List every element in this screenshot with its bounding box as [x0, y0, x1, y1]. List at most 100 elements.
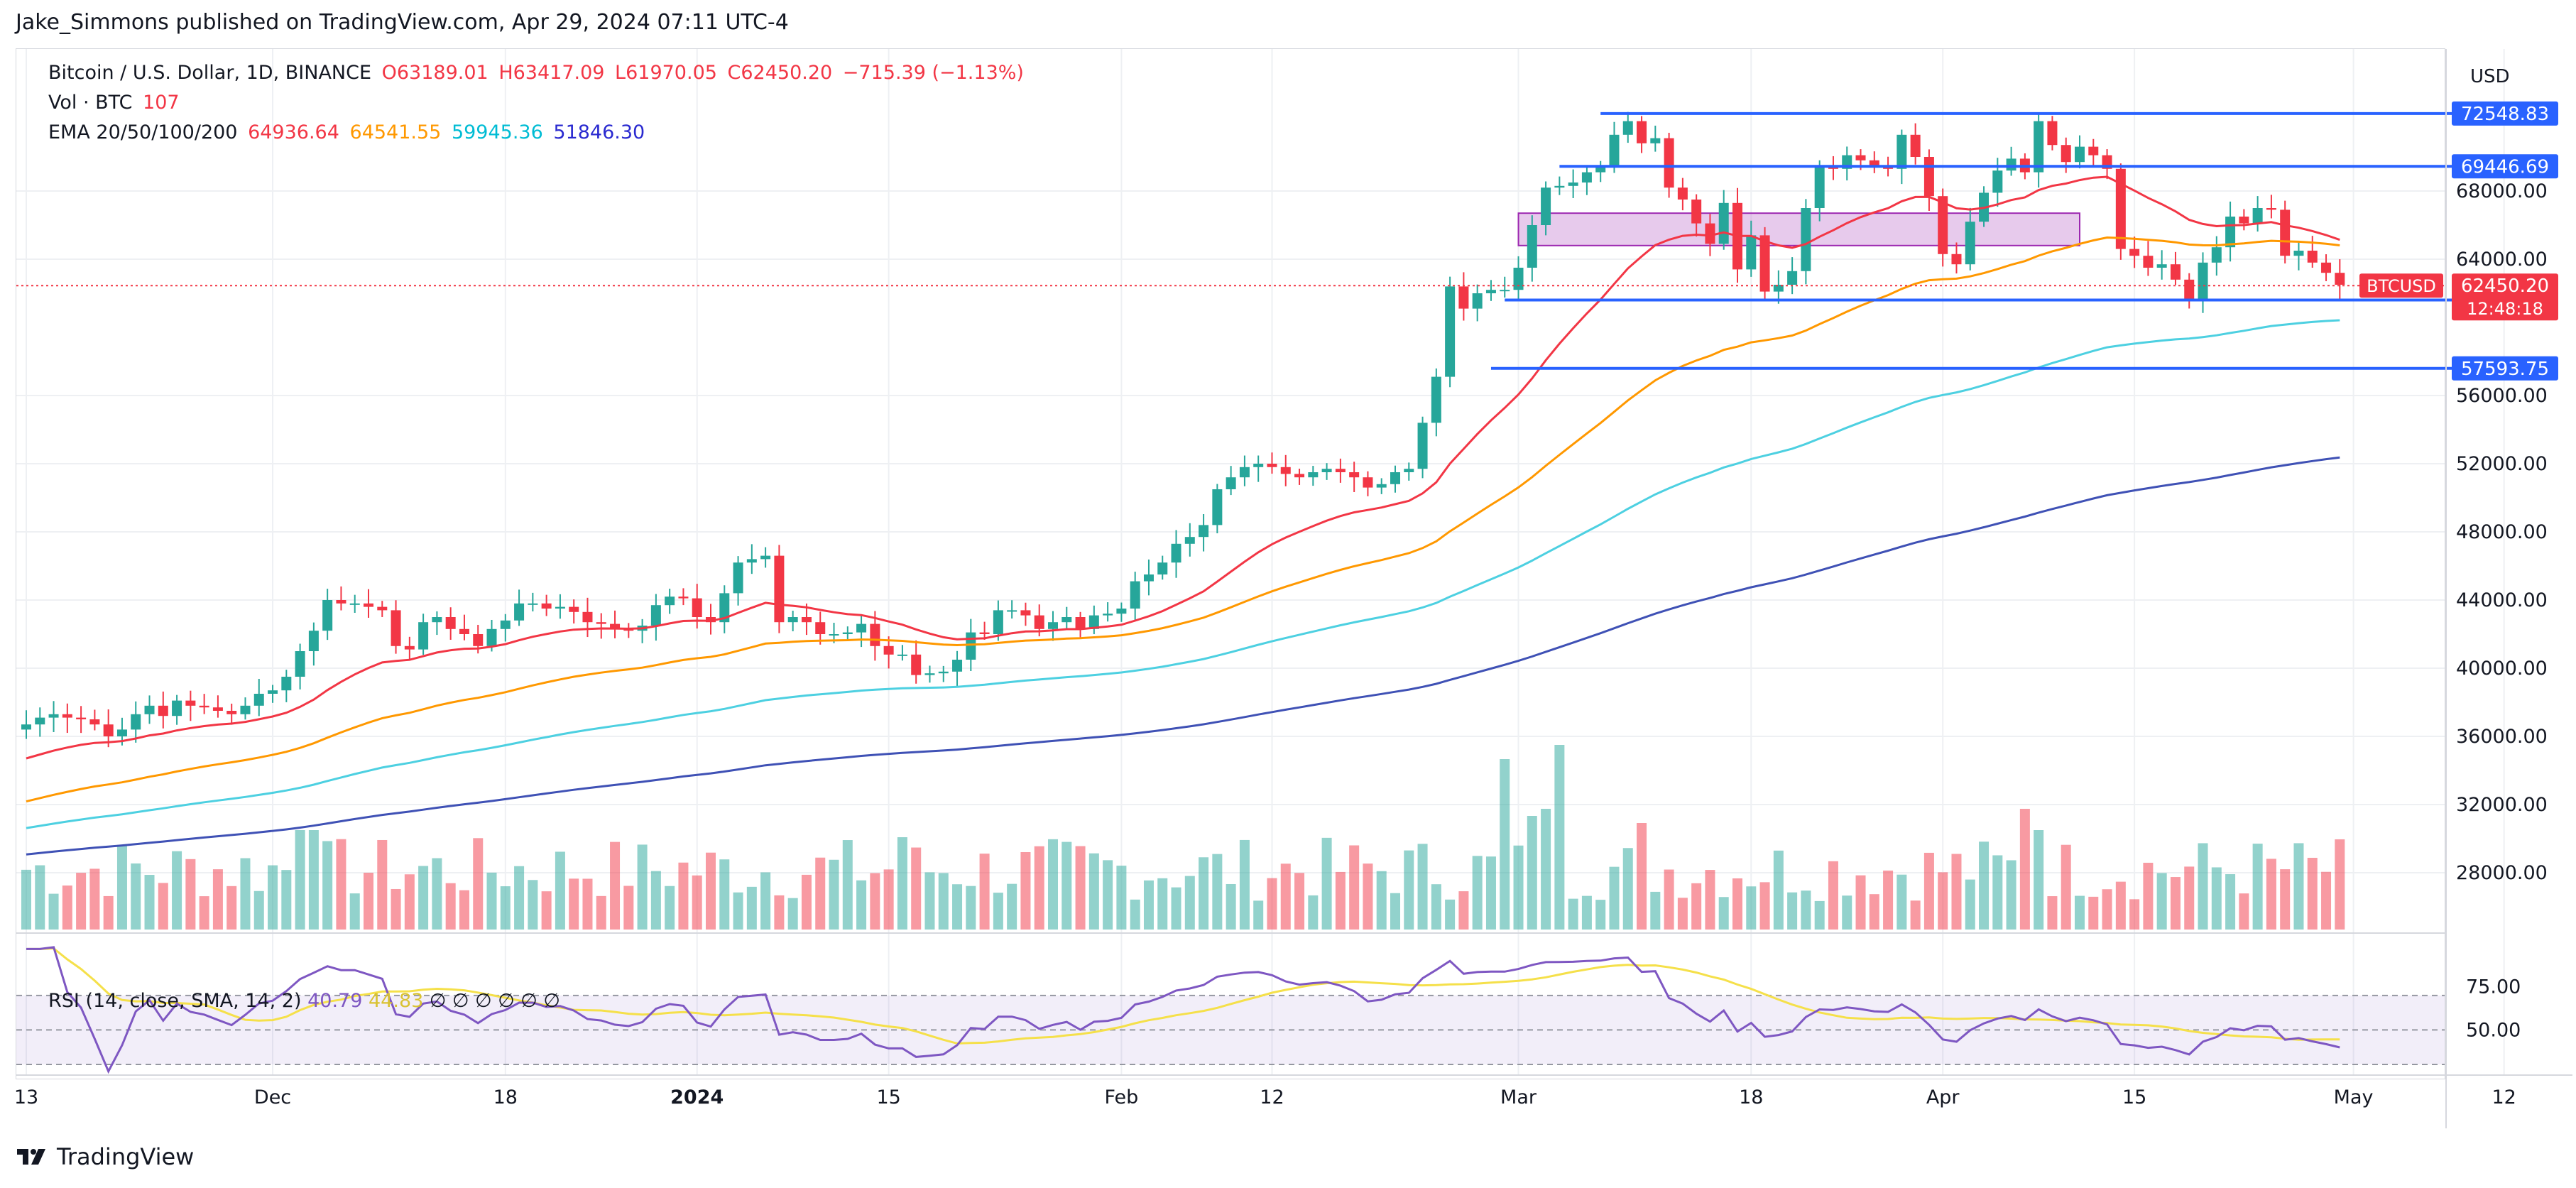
candle-body — [391, 610, 401, 646]
candlestick-chart[interactable]: 13 Dec 18 2024 15 Feb 12 Mar 18 Apr 15 May 12 68000.0… — [14, 49, 2572, 1128]
volume-bar — [1458, 891, 1469, 930]
volume-bar — [185, 859, 196, 930]
candle-body — [1294, 474, 1305, 478]
candle-body — [924, 673, 935, 675]
candle-body — [1650, 138, 1661, 143]
volume-bar — [1199, 857, 1209, 930]
volume-bar — [364, 873, 373, 930]
chart-frame[interactable]: 13 Dec 18 2024 15 Feb 12 Mar 18 Apr 15 May 12 68000.0… — [14, 48, 2572, 1128]
volume-bar — [1869, 894, 1879, 930]
high-value: H63417.09 — [498, 62, 605, 84]
volume-bar — [253, 890, 264, 930]
candle-body — [2047, 121, 2058, 146]
volume-bar — [1718, 897, 1729, 930]
level-price-tag — [2452, 356, 2558, 381]
time-tick-label: 15 — [2122, 1086, 2146, 1108]
tradingview-logo[interactable]: TradingView — [16, 1143, 194, 1170]
volume-bar — [445, 883, 456, 930]
candle-body — [692, 598, 702, 617]
candle-body — [1171, 543, 1181, 563]
candle-body — [1896, 134, 1907, 169]
candle-body — [2075, 146, 2085, 163]
volume-bar — [48, 893, 59, 930]
time-tick-label: Dec — [254, 1086, 291, 1108]
price-tick-label: 28000.00 — [2456, 862, 2548, 884]
volume-bar — [1088, 853, 1099, 930]
last-price-tag — [2452, 273, 2558, 321]
candle-body — [227, 711, 237, 714]
volume-bar — [2143, 862, 2154, 930]
candle-body — [281, 677, 292, 691]
volume-bar — [1910, 900, 1921, 930]
candle-body — [1130, 581, 1140, 609]
candle-body — [870, 623, 880, 646]
candle-body — [1759, 235, 1770, 292]
candle-body — [418, 622, 429, 650]
candle-body — [623, 628, 634, 631]
volume-bar — [1075, 846, 1086, 930]
volume-bar — [1239, 839, 1250, 930]
volume-bar — [801, 874, 812, 930]
level-price-label: 69446.69 — [2461, 156, 2549, 178]
volume-bar — [1171, 887, 1181, 930]
volume-bar — [883, 869, 894, 930]
volume-bar — [1896, 874, 1907, 930]
candle-body — [1787, 271, 1798, 285]
volume-bar — [1637, 823, 1647, 930]
candle-body — [856, 623, 867, 633]
volume-bar — [172, 851, 182, 930]
candle-body — [1417, 423, 1428, 469]
candle-body — [610, 623, 621, 629]
candle-body — [131, 714, 141, 730]
volume-bar — [2225, 874, 2236, 930]
candle-body — [268, 690, 278, 694]
volume-bar — [1143, 880, 1154, 930]
candle-body — [445, 617, 456, 629]
candle-body — [2225, 217, 2236, 248]
candle-body — [76, 717, 87, 719]
candle-body — [21, 724, 31, 730]
volume-bar — [144, 875, 155, 930]
volume-bar — [1992, 855, 2003, 930]
candle-body — [62, 714, 72, 718]
volume-bar — [2307, 857, 2318, 930]
candle-body — [801, 617, 812, 623]
candle-body — [2088, 146, 2099, 156]
candle-body — [966, 632, 976, 660]
time-tick-label: Apr — [1926, 1086, 1960, 1108]
volume-bar — [870, 873, 880, 930]
volume-bar — [76, 873, 87, 930]
candle-body — [1445, 286, 1456, 377]
candle-body — [1321, 469, 1332, 472]
volume-bar — [569, 878, 579, 930]
publisher-caption: Jake_Simmons published on TradingView.co… — [16, 10, 789, 35]
volume-bar — [281, 870, 292, 930]
tradingview-logo-icon — [17, 1149, 45, 1165]
volume-bar — [2252, 844, 2263, 930]
candle-body — [1773, 285, 1784, 292]
volume-bar — [1020, 852, 1031, 930]
volume-bar — [678, 862, 689, 930]
candle-body — [2143, 256, 2154, 268]
ema20-value: 64936.64 — [248, 121, 339, 143]
ema200-value: 51846.30 — [553, 121, 645, 143]
volume-bar — [2088, 896, 2099, 930]
candle-body — [883, 645, 894, 655]
currency-label[interactable]: USD — [2470, 66, 2510, 87]
candle-body — [1280, 467, 1291, 474]
low-value: L61970.05 — [615, 62, 717, 84]
candle-body — [2239, 217, 2249, 224]
volume-bar — [1445, 899, 1456, 930]
candle-body — [2129, 249, 2140, 256]
rsi-legend: RSI (14, close, SMA, 14, 2) 40.79 44.83 … — [48, 990, 560, 1012]
last-price-label: 62450.20 — [2461, 276, 2549, 297]
volume-bar — [665, 885, 675, 930]
price-tick-label: 40000.00 — [2456, 658, 2548, 680]
volume-bar — [1061, 841, 1072, 930]
volume-bar — [1746, 886, 1757, 930]
volume-bar — [2239, 893, 2249, 930]
volume-bar — [815, 857, 826, 930]
volume-bar — [1595, 900, 1606, 930]
candle-body — [2115, 168, 2126, 249]
candle-body — [377, 606, 388, 611]
